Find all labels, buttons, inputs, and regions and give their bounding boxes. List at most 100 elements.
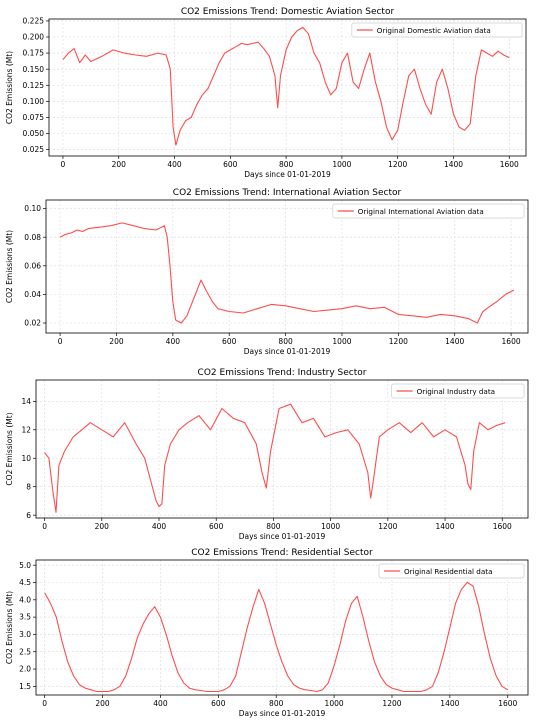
x-tick-label: 600 bbox=[222, 337, 237, 346]
y-tick-label: 3.0 bbox=[19, 630, 31, 639]
x-tick-label: 1400 bbox=[435, 522, 454, 531]
y-tick-label: 0.025 bbox=[23, 145, 45, 154]
y-tick-label: 8 bbox=[26, 482, 31, 491]
plot-frame bbox=[35, 559, 529, 696]
y-tick-label: 2.0 bbox=[19, 665, 31, 674]
x-axis-label: Days since 01-01-2019 bbox=[239, 532, 326, 541]
legend-label: Original Residential data bbox=[404, 567, 492, 576]
y-tick-label: 0.10 bbox=[24, 204, 41, 213]
x-tick-label: 800 bbox=[279, 160, 294, 169]
y-tick-label: 0.06 bbox=[24, 261, 41, 270]
x-tick-label: 600 bbox=[223, 160, 238, 169]
series-line bbox=[44, 403, 506, 513]
x-tick-label: 1200 bbox=[378, 522, 397, 531]
x-tick-label: 1200 bbox=[382, 699, 401, 708]
x-tick-label: 0 bbox=[42, 699, 47, 708]
y-tick-label: 4.5 bbox=[19, 578, 31, 587]
x-tick-label: 600 bbox=[211, 699, 226, 708]
y-tick-label: 0.200 bbox=[23, 33, 45, 42]
series-line bbox=[59, 222, 515, 324]
y-tick-label: 12 bbox=[21, 425, 31, 434]
legend: Original Industry data bbox=[391, 383, 525, 399]
chart-2: 0 200 400 600 800 1000 1200 1400 1600 0.02 0.04 0.0… bbox=[5, 188, 529, 356]
x-tick-label: 1000 bbox=[332, 337, 351, 346]
legend-label: Original Domestic Aviation data bbox=[377, 26, 491, 35]
x-tick-label: 200 bbox=[95, 522, 110, 531]
x-axis-label: Days since 01-01-2019 bbox=[244, 170, 331, 179]
x-tick-label: 400 bbox=[167, 160, 182, 169]
chart-title: CO2 Emissions Trend: Residential Sector bbox=[191, 548, 373, 558]
x-tick-label: 1600 bbox=[498, 699, 517, 708]
chart-title: CO2 Emissions Trend: Domestic Aviation S… bbox=[181, 7, 395, 17]
series-line bbox=[62, 26, 510, 146]
chart-title: CO2 Emissions Trend: Industry Sector bbox=[198, 368, 367, 378]
y-tick-label: 2.5 bbox=[19, 647, 31, 656]
x-tick-label: 1200 bbox=[389, 337, 408, 346]
y-axis-label: CO2 Emissions (Mt) bbox=[5, 51, 14, 124]
legend-box bbox=[332, 203, 525, 219]
x-tick-label: 800 bbox=[266, 522, 281, 531]
y-tick-label: 0.175 bbox=[23, 49, 45, 58]
x-tick-label: 200 bbox=[112, 160, 127, 169]
x-tick-label: 800 bbox=[278, 337, 293, 346]
x-tick-label: 800 bbox=[269, 699, 284, 708]
y-axis-label: CO2 Emissions (Mt) bbox=[5, 591, 14, 664]
y-tick-label: 0.225 bbox=[23, 17, 45, 26]
x-tick-label: 400 bbox=[152, 522, 167, 531]
x-tick-label: 1000 bbox=[332, 160, 351, 169]
legend: Original Residential data bbox=[378, 563, 525, 579]
x-tick-label: 1600 bbox=[500, 160, 519, 169]
y-tick-label: 0.150 bbox=[23, 65, 45, 74]
x-tick-label: 200 bbox=[95, 699, 110, 708]
y-tick-label: 5.0 bbox=[19, 561, 31, 570]
chart-title: CO2 Emissions Trend: International Aviat… bbox=[173, 188, 402, 198]
legend-box bbox=[378, 563, 525, 579]
x-tick-label: 1000 bbox=[325, 699, 344, 708]
x-axis-label: Days since 01-01-2019 bbox=[244, 347, 331, 356]
chart-1: 0 200 400 600 800 1000 1200 1400 1600 0.025 0.050 0… bbox=[5, 7, 527, 179]
legend-label: Original Industry data bbox=[417, 387, 495, 396]
y-tick-label: 3.5 bbox=[19, 613, 31, 622]
y-tick-label: 4.0 bbox=[19, 595, 31, 604]
y-tick-label: 0.100 bbox=[23, 97, 45, 106]
x-tick-label: 1000 bbox=[321, 522, 340, 531]
legend: Original International Aviation data bbox=[332, 203, 525, 219]
legend: Original Domestic Aviation data bbox=[351, 22, 523, 38]
y-tick-label: 0.125 bbox=[23, 81, 45, 90]
y-tick-label: 0.075 bbox=[23, 113, 45, 122]
y-axis-label: CO2 Emissions (Mt) bbox=[5, 230, 14, 303]
y-tick-label: 10 bbox=[21, 454, 31, 463]
x-tick-label: 400 bbox=[166, 337, 181, 346]
x-tick-label: 1600 bbox=[502, 337, 521, 346]
x-axis-label: Days since 01-01-2019 bbox=[239, 709, 326, 718]
x-tick-label: 1600 bbox=[493, 522, 512, 531]
x-tick-label: 1400 bbox=[445, 337, 464, 346]
series-line bbox=[44, 581, 508, 693]
x-tick-label: 0 bbox=[42, 522, 47, 531]
chart-3: 0 200 400 600 800 1000 1200 1400 1600 6 8 10 12 14 CO2… bbox=[5, 368, 529, 541]
legend-box bbox=[391, 383, 525, 399]
plot-frame bbox=[35, 379, 529, 519]
y-tick-label: 14 bbox=[21, 397, 31, 406]
x-tick-label: 0 bbox=[58, 337, 63, 346]
x-tick-label: 1400 bbox=[444, 160, 463, 169]
y-tick-label: 0.04 bbox=[24, 290, 41, 299]
x-tick-label: 600 bbox=[209, 522, 224, 531]
y-tick-label: 0.08 bbox=[24, 233, 41, 242]
plot-frame bbox=[48, 18, 527, 157]
y-tick-label: 0.02 bbox=[24, 319, 41, 328]
y-tick-label: 0.050 bbox=[23, 129, 45, 138]
y-tick-label: 6 bbox=[26, 511, 31, 520]
x-tick-label: 1200 bbox=[388, 160, 407, 169]
x-tick-label: 1400 bbox=[440, 699, 459, 708]
x-tick-label: 400 bbox=[153, 699, 168, 708]
legend-box bbox=[351, 22, 523, 38]
plot-frame bbox=[45, 199, 529, 334]
legend-label: Original International Aviation data bbox=[358, 207, 484, 216]
y-tick-label: 1.5 bbox=[19, 682, 31, 691]
y-axis-label: CO2 Emissions (Mt) bbox=[5, 412, 14, 485]
x-tick-label: 0 bbox=[61, 160, 66, 169]
chart-4: 0 200 400 600 800 1000 1200 1400 1600 1.5 2.0 2.5 3.… bbox=[5, 548, 529, 718]
x-tick-label: 200 bbox=[109, 337, 124, 346]
